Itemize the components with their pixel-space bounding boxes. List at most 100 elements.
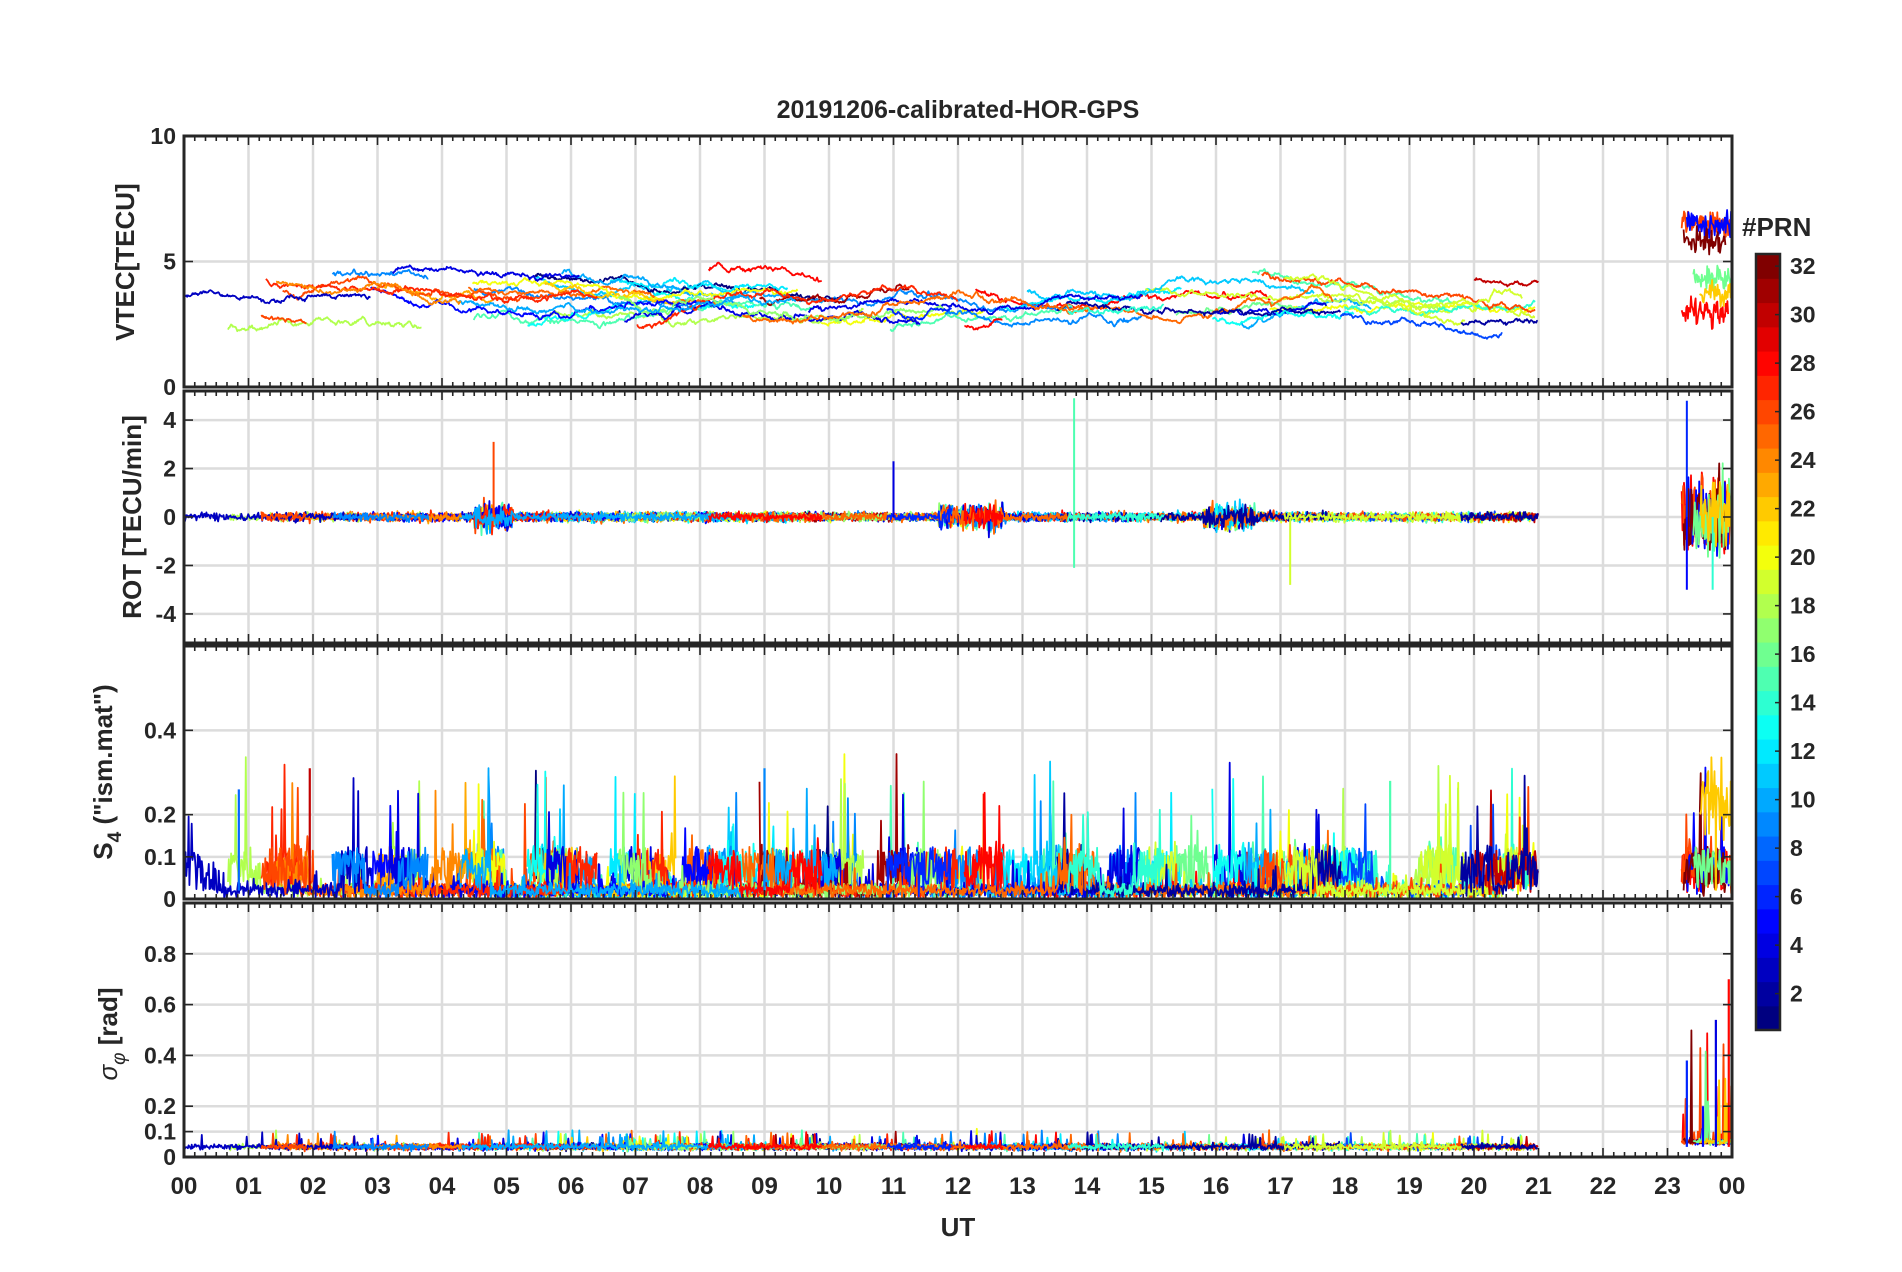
series-line-prn-26 (260, 511, 307, 522)
x-tick-label: 22 (1590, 1173, 1617, 1200)
s4-subscript: 4 (105, 831, 126, 842)
series-line-prn-9 (331, 846, 430, 899)
series-line-prn-28 (707, 261, 823, 283)
x-axis-label: UT (941, 1212, 976, 1242)
y-tick-label-rot: -2 (156, 552, 176, 578)
x-tick-label: 17 (1267, 1173, 1294, 1200)
x-tick-label: 04 (429, 1173, 456, 1200)
y-tick-label-sigma_phi: 0.4 (144, 1042, 176, 1068)
y-tick-label-vtec: 10 (150, 123, 176, 149)
series-line-prn-3 (184, 289, 371, 305)
series-line-prn-16 (1692, 264, 1732, 293)
y-axis-label-vtec: VTEC[TECU] (110, 183, 140, 340)
series-line-prn-2 (1056, 300, 1342, 317)
colorbar-tick-label: 28 (1790, 350, 1816, 376)
s4-symbol: S (88, 842, 118, 859)
series-line-prn-2 (1460, 1136, 1539, 1151)
series-line-prn-27 (636, 284, 959, 330)
colorbar-tick-label: 2 (1790, 981, 1803, 1007)
y-axis-label-s4: S4 ("ism.mat") (88, 684, 126, 859)
x-tick-label: 02 (300, 1173, 327, 1200)
colorbar-cell-prn-25 (1756, 423, 1780, 449)
y-tick-label-s4: 0.1 (144, 844, 176, 870)
series-line-prn-14 (1343, 299, 1536, 317)
x-tick-label: 00 (171, 1173, 198, 1200)
series-line-prn-14 (1067, 1133, 1165, 1153)
y-tick-label-s4: 0.2 (144, 802, 176, 828)
x-tick-label: 06 (558, 1173, 585, 1200)
y-label-s4: S4 ("ism.mat") (88, 684, 126, 859)
panel-sigma_phi: 00.10.2 0.4 0.6 0.8 (144, 901, 1734, 1170)
colorbar-cell-prn-11 (1756, 763, 1780, 789)
y-tick-label-rot: 4 (163, 407, 176, 433)
x-tick-label: 16 (1203, 1173, 1230, 1200)
series-line-prn-5 (370, 286, 714, 321)
x-tick-label: 12 (945, 1173, 972, 1200)
series-line-prn-19 (1283, 273, 1523, 312)
series-line-prn-28 (964, 1139, 1004, 1151)
series-line-prn-5 (1685, 209, 1732, 239)
colorbar-cell-prn-9 (1756, 811, 1780, 837)
series-line-prn-15 (472, 299, 814, 330)
series-line-prn-6 (886, 504, 953, 531)
y-tick-label-sigma_phi: 0.8 (144, 941, 176, 967)
series-line-prn-13 (1211, 308, 1355, 326)
panel-vtec: 0 5 10 (150, 123, 1734, 400)
colorbar-cell-prn-29 (1756, 326, 1780, 352)
series-line-prn-25 (742, 289, 1091, 325)
series-line-prn-26 (1261, 271, 1536, 314)
series-line-prn-26 (260, 1132, 308, 1153)
series-line-prn-22 (543, 282, 676, 305)
colorbar-tick-label: 14 (1790, 690, 1816, 716)
colorbar-tick-label: 10 (1790, 787, 1816, 813)
colorbar-tick-label: 24 (1790, 447, 1816, 473)
series-line-prn-22 (1699, 279, 1732, 308)
series-line-prn-24 (275, 280, 462, 306)
series-line-prn-32 (1682, 225, 1727, 256)
y-axis-label-sigma-phi: σφ [rad] (93, 987, 130, 1080)
x-tick-label: 11 (881, 1173, 906, 1200)
colorbar-cell-prn-21 (1756, 520, 1780, 546)
series-group-s4 (184, 753, 1732, 899)
colorbar-tick-label: 8 (1790, 835, 1803, 861)
colorbar-tick-label: 4 (1790, 932, 1803, 958)
x-tick-label: 20 (1461, 1173, 1488, 1200)
series-line-prn-18 (227, 315, 422, 333)
x-tick-label: 10 (816, 1173, 843, 1200)
colorbar-tick-label: 16 (1790, 641, 1816, 667)
x-tick-label: 09 (751, 1173, 778, 1200)
s4-unit: ("ism.mat") (88, 684, 118, 831)
colorbar-tick-label: 30 (1790, 302, 1816, 328)
colorbar-cell-prn-23 (1756, 472, 1780, 498)
colorbar-cell-prn-13 (1756, 714, 1780, 740)
series-line-prn-19 (1420, 302, 1536, 319)
series-line-prn-9 (332, 511, 430, 523)
sigma-unit: [rad] (93, 987, 123, 1052)
panel-rot: -4 -2 0 2 4 (156, 389, 1734, 645)
colorbar-cell-prn-3 (1756, 957, 1780, 983)
series-line-prn-19 (1144, 286, 1466, 326)
series-line-prn-2 (1460, 774, 1539, 897)
y-tick-label-sigma_phi: 0 (163, 1144, 176, 1170)
y-tick-label-vtec: 0 (163, 374, 176, 400)
x-tick-label: 01 (235, 1173, 262, 1200)
series-line-prn-12 (609, 276, 789, 293)
y-label-rot: ROT [TECU/min] (117, 415, 147, 619)
y-axis-label-rot: ROT [TECU/min] (117, 415, 147, 619)
sigma-symbol: σ (93, 1064, 123, 1081)
series-line-prn-20 (1269, 301, 1536, 315)
y-tick-label-sigma_phi: 0.1 (144, 1119, 176, 1145)
series-group-rot (184, 398, 1732, 590)
colorbar-cell-prn-17 (1756, 617, 1780, 643)
colorbar-tick-label: 22 (1790, 496, 1816, 522)
series-line-prn-15 (1251, 268, 1460, 305)
series-line-prn-10 (457, 767, 797, 899)
series-line-prn-14 (1067, 303, 1165, 316)
colorbar-title: #PRN (1742, 212, 1811, 242)
y-tick-label-sigma_phi: 0.6 (144, 992, 176, 1018)
series-line-prn-28 (964, 318, 1003, 331)
y-tick-label-rot: 2 (163, 456, 176, 482)
